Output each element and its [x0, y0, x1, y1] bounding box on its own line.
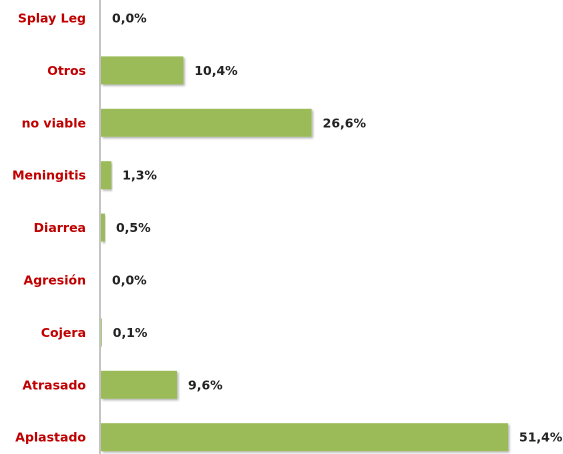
value-label: 9,6% [188, 377, 223, 392]
category-label: Atrasado [22, 377, 86, 392]
bar [101, 213, 105, 242]
category-label: Aplastado [15, 430, 86, 445]
category-label: Agresión [24, 273, 86, 288]
category-label: Otros [47, 63, 86, 78]
value-label: 51,4% [519, 430, 563, 445]
bar [101, 161, 112, 190]
value-label: 0,0% [112, 11, 147, 26]
category-label: Splay Leg [18, 11, 86, 26]
bar [101, 423, 508, 452]
bar [101, 318, 102, 347]
bar [101, 370, 178, 399]
value-label: 26,6% [323, 115, 367, 130]
bar [101, 56, 184, 85]
value-label: 1,3% [122, 168, 157, 183]
category-label: Diarrea [34, 220, 86, 235]
value-label: 0,1% [113, 325, 148, 340]
category-label: no viable [22, 115, 86, 130]
category-label: Meningitis [12, 168, 86, 183]
value-label: 10,4% [194, 63, 238, 78]
category-label: Cojera [41, 325, 86, 340]
value-label: 0,0% [112, 273, 147, 288]
value-label: 0,5% [116, 220, 151, 235]
bar [101, 108, 312, 137]
